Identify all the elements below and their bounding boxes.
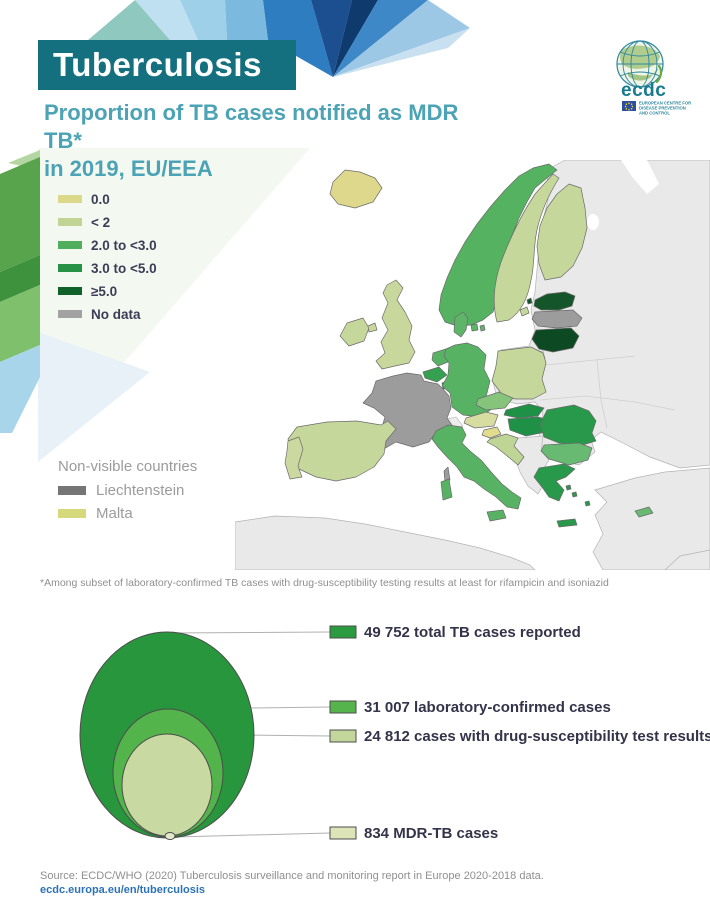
country-czechia [475, 391, 514, 411]
country-romania [539, 404, 597, 447]
legend-item: 3.0 to <5.0 [58, 260, 157, 276]
source-block: Source: ECDC/WHO (2020) Tuberculosis sur… [40, 869, 690, 897]
country-austria [463, 411, 499, 429]
country-finland [536, 183, 588, 281]
legend-label: 2.0 to <3.0 [91, 237, 157, 253]
logo-sprout [655, 64, 663, 84]
liechtenstein-swatch [58, 486, 86, 495]
logo-org-line1: EUROPEAN CENTRE FOR [639, 101, 691, 106]
map-legend: 0.0 < 2 2.0 to <3.0 3.0 to <5.0 ≥5.0 No … [58, 192, 157, 330]
legend-label: 0.0 [91, 191, 110, 207]
legend-item: 0.0 [58, 191, 157, 207]
non-eu-borders [539, 355, 676, 429]
funnel-label-lab: 31 007 laboratory-confirmed cases [364, 699, 611, 716]
legend-swatch [58, 241, 82, 249]
funnel-swatch-total [329, 625, 357, 639]
country-belgium [422, 366, 448, 383]
circle-dst-results [121, 733, 213, 837]
source-link[interactable]: ecdc.europa.eu/en/tuberculosis [40, 884, 206, 896]
funnel-label-total: 49 752 total TB cases reported [364, 624, 581, 641]
country-portugal [284, 436, 304, 480]
non-visible-item: Liechtenstein [58, 482, 197, 499]
ecdc-logo: ecdc EUROPEAN CENTRE FOR DISEASE PREVENT… [616, 40, 691, 116]
funnel-swatch-mdr [329, 826, 357, 840]
page-subtitle: Proportion of TB cases notified as MDR T… [44, 99, 464, 183]
non-visible-item: Malta [58, 505, 197, 522]
nested-circles-svg [79, 625, 357, 840]
legend-item: < 2 [58, 214, 157, 230]
country-spain [287, 420, 397, 482]
country-italy [431, 424, 522, 522]
europe-choropleth-map [235, 160, 710, 570]
legend-swatch [58, 310, 82, 318]
logo-wordmark: ecdc [621, 80, 666, 101]
country-ireland [339, 317, 370, 347]
liechtenstein-label: Liechtenstein [96, 482, 185, 499]
country-latvia [531, 309, 583, 329]
logo-org-line2: DISEASE PREVENTION [639, 106, 686, 111]
legend-label: 3.0 to <5.0 [91, 260, 157, 276]
footnote: *Among subset of laboratory-confirmed TB… [40, 577, 609, 589]
funnel-swatch-lab [329, 700, 357, 714]
country-greece [533, 463, 591, 528]
legend-wash [38, 148, 310, 462]
non-visible-countries: Non-visible countries Liechtenstein Malt… [58, 458, 197, 529]
page-title: Tuberculosis [53, 46, 262, 83]
subtitle-line-1: Proportion of TB cases notified as MDR T… [44, 100, 459, 153]
eu-flag-icon [622, 101, 636, 111]
globe-icon [616, 40, 664, 88]
country-norway [438, 163, 558, 327]
country-estonia [526, 291, 576, 311]
country-slovakia [503, 403, 545, 419]
top-fan-triangles [88, 0, 470, 77]
legend-label: < 2 [91, 214, 111, 230]
legend-swatch [58, 195, 82, 203]
legend-label: No data [91, 306, 141, 322]
country-united-kingdom [367, 279, 416, 370]
legend-label: ≥5.0 [91, 283, 118, 299]
country-poland [491, 346, 547, 400]
country-iceland [329, 169, 383, 209]
country-sweden [493, 173, 560, 323]
circle-mdr-cases [164, 832, 176, 840]
legend-item: ≥5.0 [58, 283, 157, 299]
funnel-label-dst: 24 812 cases with drug-susceptibility te… [364, 728, 710, 745]
country-bulgaria [540, 442, 593, 466]
legend-item: No data [58, 306, 157, 322]
logo-org-line3: AND CONTROL [639, 111, 670, 116]
left-ribbon [0, 150, 40, 433]
country-netherlands [431, 348, 449, 367]
non-visible-title: Non-visible countries [58, 458, 198, 475]
malta-label: Malta [96, 505, 133, 522]
title-banner: Tuberculosis [38, 40, 296, 90]
malta-swatch [58, 509, 86, 518]
country-croatia [486, 433, 525, 466]
funnel-swatch-dst [329, 729, 357, 743]
source-text: Source: ECDC/WHO (2020) Tuberculosis sur… [40, 870, 544, 882]
country-cyprus [634, 506, 654, 518]
nested-circles-chart: 49 752 total TB cases reported 31 007 la… [0, 612, 710, 862]
country-denmark [453, 311, 486, 338]
legend-item: 2.0 to <3.0 [58, 237, 157, 253]
funnel-label-mdr: 834 MDR-TB cases [364, 825, 499, 842]
legend-swatch [58, 264, 82, 272]
country-slovenia [481, 426, 502, 439]
legend-swatch [58, 287, 82, 295]
subtitle-line-2: in 2019, EU/EEA [44, 156, 213, 181]
country-lithuania [531, 327, 580, 353]
legend-swatch [58, 218, 82, 226]
